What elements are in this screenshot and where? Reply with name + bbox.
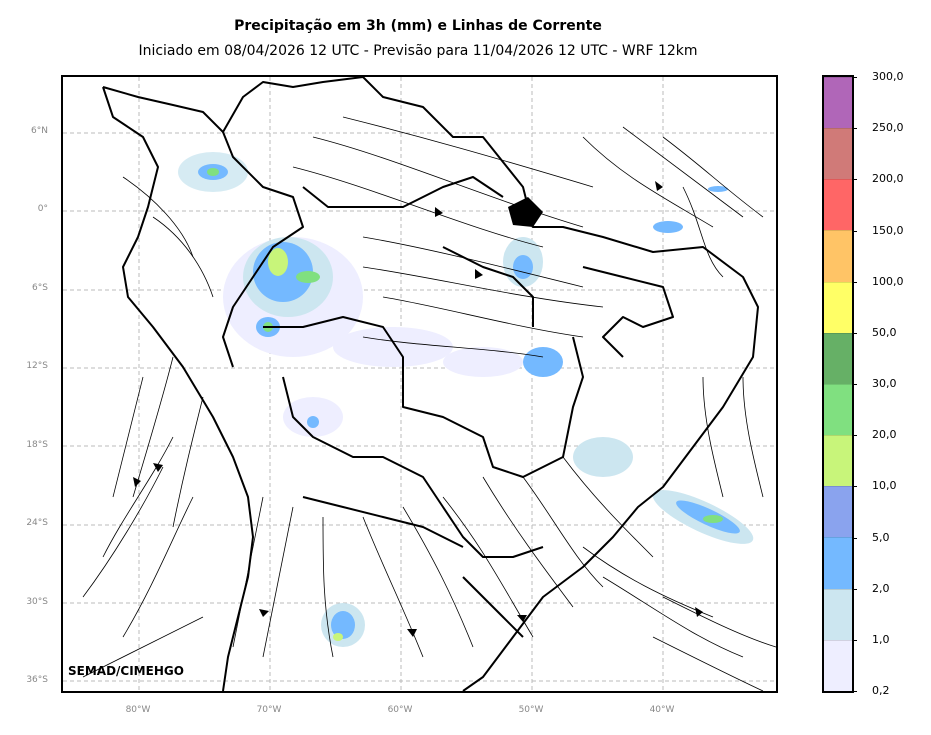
lon-label: 50°W [518, 705, 544, 715]
colorbar-label: 1,0 [872, 632, 890, 646]
map-title: Precipitação em 3h (mm) e Linhas de Corr… [234, 18, 602, 34]
colorbar [822, 75, 854, 693]
precipitation-field [178, 152, 754, 647]
lat-label: 6°S [32, 283, 48, 293]
colorbar-label: 2,0 [872, 581, 890, 595]
colorbar-tick [852, 435, 857, 437]
map-panel [61, 75, 778, 693]
marajo-island [508, 197, 543, 227]
colorbar-segment [824, 435, 852, 487]
colorbar-label: 20,0 [872, 428, 897, 442]
colorbar-tick [852, 486, 857, 488]
colorbar-label: 0,2 [872, 684, 890, 697]
colorbar-tick [852, 639, 857, 641]
map-subtitle: Iniciado em 08/04/2026 12 UTC - Previsão… [138, 43, 698, 59]
colorbar-segment [824, 179, 852, 231]
colorbar-label: 100,0 [872, 274, 904, 288]
colorbar-segment [824, 588, 852, 640]
lon-label: 40°W [649, 705, 675, 715]
lat-label: 0° [37, 204, 48, 214]
colorbar-segment [824, 537, 852, 589]
colorbar-tick [852, 588, 857, 590]
colorbar-label: 30,0 [872, 377, 897, 390]
colorbar-tick [852, 332, 857, 334]
colorbar-tick [852, 384, 857, 385]
streamlines [82, 116, 776, 691]
lat-label: 30°S [26, 597, 48, 607]
colorbar-tick [852, 128, 857, 130]
colorbar-segment [824, 230, 852, 282]
lat-label: 6°N [31, 126, 48, 136]
lat-label: 36°S [26, 675, 48, 685]
lat-label: 18°S [26, 440, 48, 450]
lon-label: 70°W [256, 705, 282, 715]
lat-label: 24°S [26, 518, 48, 528]
colorbar-label: 10,0 [872, 479, 897, 493]
colorbar-label: 200,0 [872, 172, 904, 186]
lat-label: 12°S [26, 361, 48, 371]
colorbar-tick [852, 230, 857, 232]
colorbar-label: 250,0 [872, 121, 904, 135]
colorbar-label: 5,0 [872, 530, 890, 544]
country-borders [102, 77, 759, 691]
streamline-arrows [133, 181, 703, 637]
colorbar-segment [824, 332, 852, 384]
map-gridlines [63, 77, 776, 691]
colorbar-tick [852, 77, 857, 78]
colorbar-label: 300,0 [872, 70, 904, 83]
map-canvas [63, 77, 776, 691]
lon-label: 60°W [387, 705, 413, 715]
colorbar-tick [852, 537, 857, 539]
colorbar-label: 150,0 [872, 223, 904, 237]
colorbar-tick [852, 281, 857, 283]
colorbar-segment [824, 639, 852, 691]
colorbar-label: 50,0 [872, 325, 897, 339]
colorbar-segment [824, 281, 852, 333]
colorbar-segment [824, 486, 852, 538]
colorbar-tick [852, 691, 857, 692]
colorbar-segment [824, 76, 852, 129]
colorbar-tick [852, 179, 857, 181]
lon-label: 80°W [125, 705, 151, 715]
colorbar-segment [824, 128, 852, 180]
colorbar-segment [824, 383, 852, 436]
credit-label: SEMAD/CIMEHGO [68, 664, 184, 678]
